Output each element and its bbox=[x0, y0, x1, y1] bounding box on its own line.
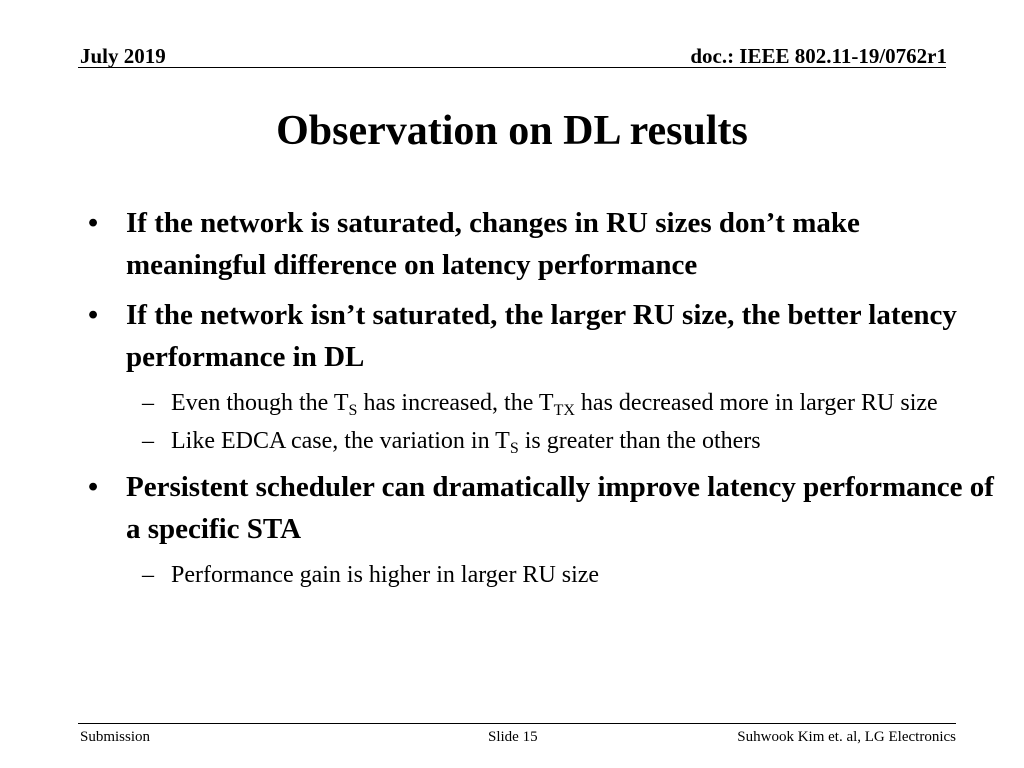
sub-bullet-2-2: – Like EDCA case, the variation in TS is… bbox=[80, 424, 1005, 458]
sub-text-part: is greater than the others bbox=[518, 428, 761, 454]
header-date: July 2019 bbox=[80, 44, 166, 68]
footer-authors: Suhwook Kim et. al, LG Electronics bbox=[737, 729, 956, 745]
bullet-icon: • bbox=[88, 299, 99, 331]
bullet-3-text: Persistent scheduler can dramatically im… bbox=[126, 471, 994, 545]
sub-text: Performance gain is higher in larger RU … bbox=[171, 562, 600, 588]
slide-content: • If the network is saturated, changes i… bbox=[80, 202, 1005, 596]
sub-bullet-3-1: – Performance gain is higher in larger R… bbox=[80, 558, 1005, 592]
header-divider bbox=[78, 67, 946, 68]
bullet-2: • If the network isn’t saturated, the la… bbox=[80, 294, 1005, 378]
subscript-ttx: TX bbox=[553, 402, 575, 419]
bullet-1: • If the network is saturated, changes i… bbox=[80, 202, 1005, 286]
dash-icon: – bbox=[142, 428, 154, 454]
bullet-icon: • bbox=[88, 207, 99, 239]
header-doc-id: doc.: IEEE 802.11-19/0762r1 bbox=[690, 44, 947, 68]
footer-slide-number: Slide 15 bbox=[488, 729, 538, 745]
sub-bullet-2-1: – Even though the TS has increased, the … bbox=[80, 386, 1005, 420]
dash-icon: – bbox=[142, 390, 154, 416]
sub-text-part: has increased, the T bbox=[357, 390, 554, 416]
subscript-ts: S bbox=[509, 440, 519, 457]
dash-icon: – bbox=[142, 562, 154, 588]
slide-title: Observation on DL results bbox=[276, 108, 748, 154]
footer-submission: Submission bbox=[80, 729, 151, 745]
sub-text-part: Like EDCA case, the variation in T bbox=[171, 428, 510, 454]
bullet-icon: • bbox=[88, 471, 99, 503]
bullet-1-text: If the network is saturated, changes in … bbox=[126, 207, 860, 281]
bullet-2-text: If the network isn’t saturated, the larg… bbox=[126, 299, 957, 373]
footer-divider bbox=[78, 723, 956, 724]
sub-text-part: has decreased more in larger RU size bbox=[574, 390, 938, 416]
sub-text-part: Even though the T bbox=[171, 390, 349, 416]
subscript-ts: S bbox=[348, 402, 358, 419]
bullet-3: • Persistent scheduler can dramatically … bbox=[80, 466, 1005, 550]
